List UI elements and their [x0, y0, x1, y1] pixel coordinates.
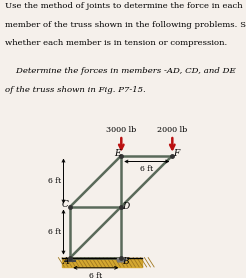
Polygon shape: [117, 258, 126, 260]
Text: 2000 lb: 2000 lb: [157, 126, 187, 134]
Text: whether each member is in tension or compression.: whether each member is in tension or com…: [5, 39, 227, 47]
Text: 6 ft: 6 ft: [140, 165, 153, 173]
Text: 6 ft: 6 ft: [48, 228, 61, 236]
Polygon shape: [62, 258, 142, 267]
Text: B: B: [122, 257, 128, 266]
Text: 6 ft: 6 ft: [89, 272, 102, 278]
Text: F: F: [173, 148, 180, 158]
Text: member of the truss shown in the following problems. State: member of the truss shown in the followi…: [5, 21, 246, 29]
Text: 3000 lb: 3000 lb: [106, 126, 137, 134]
Text: Determine the forces in members ­AD, CD, and DE: Determine the forces in members ­AD, CD,…: [5, 67, 236, 75]
Text: C: C: [62, 200, 69, 209]
Text: 6 ft: 6 ft: [48, 177, 61, 185]
Circle shape: [123, 260, 125, 262]
Text: of the truss shown in Fig. P7-15.: of the truss shown in Fig. P7-15.: [5, 86, 146, 94]
Circle shape: [118, 260, 120, 262]
Circle shape: [120, 260, 123, 262]
Polygon shape: [66, 258, 74, 261]
Text: A: A: [63, 257, 69, 266]
Text: D: D: [122, 202, 129, 211]
Text: Use the method of joints to determine the force in each: Use the method of joints to determine th…: [5, 2, 243, 10]
Text: E: E: [114, 148, 120, 158]
